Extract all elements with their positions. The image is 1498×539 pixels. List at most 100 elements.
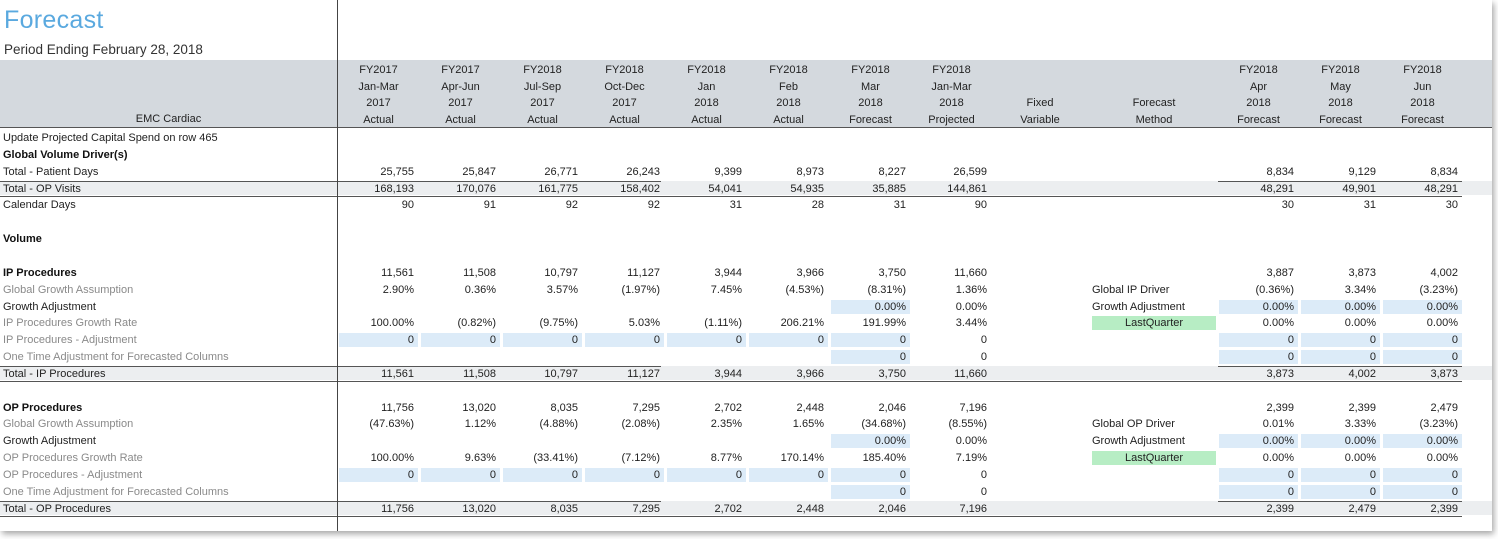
column-header-line: Projected (928, 113, 975, 126)
value-cell: 100.00% (370, 317, 414, 330)
input-cell[interactable]: 0 (1219, 468, 1298, 482)
value-cell: 2,479 (1430, 401, 1458, 414)
input-cell[interactable]: 0 (1383, 468, 1462, 482)
column-header-line: Actual (445, 113, 476, 126)
column-header-line: Actual (527, 113, 558, 126)
input-cell[interactable]: 0 (1219, 484, 1298, 499)
column-header-line: FY2018 (932, 64, 971, 76)
input-cell[interactable]: 0 (1219, 333, 1298, 348)
row-label: Global Growth Assumption (3, 283, 134, 296)
value-cell: 0.00% (1344, 452, 1376, 465)
input-cell[interactable]: 0 (339, 468, 418, 482)
input-cell[interactable]: 0 (1383, 333, 1462, 348)
input-cell[interactable]: 0.00% (831, 434, 910, 449)
total-row-top-border (0, 500, 661, 502)
value-cell: 31 (893, 199, 906, 212)
forecast-method-dropdown[interactable]: LastQuarter (1092, 316, 1216, 331)
column-header-line: FY2018 (1403, 64, 1442, 76)
value-cell: (47.63%) (369, 418, 414, 431)
value-cell: 0.36% (464, 283, 496, 296)
column-header-line: 2017 (366, 97, 391, 110)
input-cell[interactable]: 0 (421, 333, 500, 348)
input-cell[interactable]: 0 (831, 333, 910, 348)
column-header-line: FY2018 (1239, 64, 1278, 76)
input-cell[interactable]: 0 (1383, 484, 1462, 499)
value-cell: 31 (729, 199, 742, 212)
value-cell: 11,561 (381, 266, 414, 279)
input-cell[interactable]: 0.00% (1383, 299, 1462, 314)
input-cell[interactable]: 0 (1301, 350, 1380, 365)
input-cell[interactable]: 0 (667, 468, 746, 482)
input-cell[interactable]: 0 (1219, 350, 1298, 365)
value-cell: 3.33% (1344, 418, 1376, 431)
input-cell[interactable]: 0 (1383, 350, 1462, 365)
input-cell[interactable]: 0 (1301, 468, 1380, 482)
column-header: FY2018 May 2018 Forecast (1300, 62, 1381, 128)
row-label: Growth Adjustment (3, 435, 96, 448)
input-cell[interactable]: 0 (421, 468, 500, 482)
value-cell: (0.82%) (457, 317, 496, 330)
value-cell: 31 (1363, 199, 1376, 212)
header-divider (0, 127, 1492, 128)
input-cell[interactable]: 0 (503, 333, 582, 348)
input-cell[interactable]: 0 (831, 484, 910, 499)
row-label: Calendar Days (3, 199, 76, 212)
method-label: Method (1135, 113, 1173, 126)
input-cell[interactable]: 0 (339, 333, 418, 348)
value-cell: 92 (565, 199, 578, 212)
column-header: FY2018 Apr 2018 Forecast (1218, 62, 1299, 128)
value-cell: 30 (1281, 199, 1294, 212)
input-cell[interactable]: 0 (749, 333, 828, 348)
row-label: IP Procedures Growth Rate (3, 317, 138, 330)
input-cell[interactable]: 0 (585, 468, 664, 482)
input-cell[interactable]: 0 (667, 333, 746, 348)
value-cell: 168,193 (374, 182, 414, 195)
variable-label: Variable (1020, 113, 1060, 126)
value-cell: 2,046 (878, 401, 906, 414)
value-cell: 2,399 (1266, 401, 1294, 414)
input-cell[interactable]: 0 (831, 468, 910, 482)
column-header-line: 2017 (448, 97, 473, 110)
column-header-line: Forecast (1319, 113, 1362, 126)
input-cell[interactable]: 0 (1301, 484, 1380, 499)
value-cell: 0.01% (1262, 418, 1294, 431)
value-cell: 90 (401, 199, 414, 212)
column-header-line: Mar (861, 80, 880, 93)
value-cell: 11,508 (463, 266, 496, 279)
forecast-method-dropdown[interactable]: LastQuarter (1092, 451, 1216, 466)
column-header-line: Forecast (849, 113, 892, 126)
input-cell[interactable]: 0 (831, 350, 910, 365)
input-cell[interactable]: 0.00% (831, 299, 910, 314)
column-header-line: 2018 (776, 97, 801, 110)
value-cell: 0.00% (1262, 317, 1294, 330)
column-header: FY2018 Jan 2018 Actual (666, 62, 747, 128)
value-cell: 185.40% (862, 452, 906, 465)
input-cell[interactable]: 0.00% (1219, 299, 1298, 314)
input-cell[interactable]: 0 (585, 333, 664, 348)
value-cell: (2.08%) (621, 418, 660, 431)
column-header-line: 2018 (858, 97, 883, 110)
value-cell: 2,399 (1430, 502, 1458, 515)
value-cell: 3,887 (1266, 266, 1294, 279)
input-cell[interactable]: 0.00% (1383, 434, 1462, 449)
column-header: FY2017 Apr-Jun 2017 Actual (420, 62, 501, 128)
input-cell[interactable]: 0.00% (1219, 434, 1298, 449)
value-cell: 10,797 (544, 266, 578, 279)
row-label: Update Projected Capital Spend on row 46… (3, 132, 218, 144)
column-header-line: 2017 (612, 97, 637, 110)
column-header-line: Jan-Mar (931, 80, 972, 93)
column-header-line: 2018 (1328, 97, 1353, 110)
forecast-method-cell: Growth Adjustment (1092, 300, 1185, 313)
row-label: Total - Patient Days (3, 165, 99, 178)
input-cell[interactable]: 0.00% (1301, 434, 1380, 449)
row-label: Global Volume Driver(s) (3, 148, 128, 161)
input-cell[interactable]: 0 (749, 468, 828, 482)
input-cell[interactable]: 0 (503, 468, 582, 482)
total-row-band (0, 501, 1492, 516)
column-header-line: FY2017 (441, 64, 480, 76)
value-cell: 2.90% (382, 283, 414, 296)
value-cell: 9.63% (464, 452, 496, 465)
input-cell[interactable]: 0 (1301, 333, 1380, 348)
input-cell[interactable]: 0.00% (1301, 299, 1380, 314)
column-header-line: FY2018 (687, 64, 726, 76)
